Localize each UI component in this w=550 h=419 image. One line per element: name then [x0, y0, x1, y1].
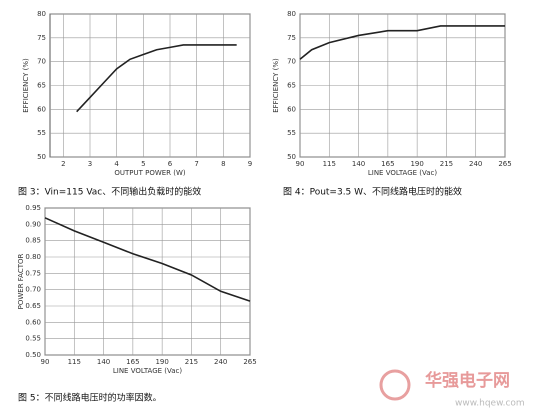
- x-tick-label: 140: [97, 358, 110, 366]
- x-tick-label: 265: [498, 160, 511, 168]
- x-axis-label: LINE VOLTAGE (Vac): [113, 367, 183, 375]
- y-tick-label: 0.70: [25, 286, 41, 294]
- y-axis-label: EFFICIENCY (%): [22, 58, 30, 113]
- y-tick-label: 0.95: [25, 204, 41, 212]
- y-tick-label: 70: [287, 58, 296, 66]
- watermark-url: www.hqew.com: [455, 399, 525, 409]
- data-line: [76, 44, 237, 113]
- x-tick-label: 240: [214, 358, 227, 366]
- y-tick-label: 55: [37, 129, 46, 137]
- x-tick-label: 215: [440, 160, 453, 168]
- caption: 图 4：Pout=3.5 W、不同线路电压时的能效: [283, 186, 462, 198]
- y-tick-label: 80: [287, 10, 296, 18]
- y-tick-label: 75: [37, 34, 46, 42]
- x-tick-label: 215: [185, 358, 198, 366]
- y-tick-label: 80: [37, 10, 46, 18]
- y-tick-label: 65: [287, 82, 296, 90]
- x-tick-label: 5: [141, 160, 145, 168]
- y-tick-label: 0.85: [25, 237, 41, 245]
- x-tick-label: 190: [155, 358, 168, 366]
- y-tick-label: 50: [287, 153, 296, 161]
- data-line: [299, 25, 505, 60]
- y-tick-label: 75: [287, 34, 296, 42]
- x-tick-label: 3: [88, 160, 92, 168]
- y-tick-label: 0.55: [25, 335, 41, 343]
- y-tick-label: 70: [37, 58, 46, 66]
- watermark-logo: [379, 369, 411, 401]
- x-tick-label: 165: [381, 160, 394, 168]
- y-tick-label: 50: [37, 153, 46, 161]
- x-tick-label: 240: [469, 160, 482, 168]
- y-tick-label: 0.50: [25, 351, 41, 359]
- x-tick-label: 90: [296, 160, 305, 168]
- plot-frame: [44, 207, 251, 356]
- x-tick-label: 115: [323, 160, 336, 168]
- caption: 图 5：不同线路电压时的功率因数。: [18, 392, 162, 404]
- y-tick-label: 55: [287, 129, 296, 137]
- x-tick-label: 8: [221, 160, 225, 168]
- y-tick-label: 0.80: [25, 253, 41, 261]
- x-tick-label: 265: [243, 358, 256, 366]
- x-tick-label: 190: [410, 160, 423, 168]
- data-line: [44, 217, 251, 302]
- x-tick-label: 4: [114, 160, 119, 168]
- x-tick-label: 6: [168, 160, 173, 168]
- x-tick-label: 165: [126, 358, 139, 366]
- y-tick-label: 60: [287, 105, 296, 113]
- x-tick-label: 7: [194, 160, 198, 168]
- watermark: 华强电子网 www.hqew.com: [379, 369, 525, 409]
- y-axis-label: POWER FACTOR: [17, 253, 25, 309]
- y-tick-label: 0.90: [25, 220, 41, 228]
- x-axis-label: LINE VOLTAGE (Vac): [368, 169, 438, 177]
- x-tick-label: 90: [41, 358, 50, 366]
- x-tick-label: 140: [352, 160, 365, 168]
- x-axis-label: OUTPUT POWER (W): [114, 169, 186, 177]
- y-tick-label: 0.75: [25, 269, 41, 277]
- y-axis-label: EFFICIENCY (%): [272, 58, 280, 113]
- x-tick-label: 2: [61, 160, 65, 168]
- y-tick-label: 0.65: [25, 302, 41, 310]
- x-tick-label: 115: [68, 358, 81, 366]
- y-tick-label: 60: [37, 105, 46, 113]
- watermark-name: 华强电子网: [425, 370, 510, 391]
- caption: 图 3：Vin=115 Vac、不同输出负载时的能效: [18, 186, 201, 198]
- x-tick-label: 9: [248, 160, 252, 168]
- y-tick-label: 65: [37, 82, 46, 90]
- y-tick-label: 0.60: [25, 318, 41, 326]
